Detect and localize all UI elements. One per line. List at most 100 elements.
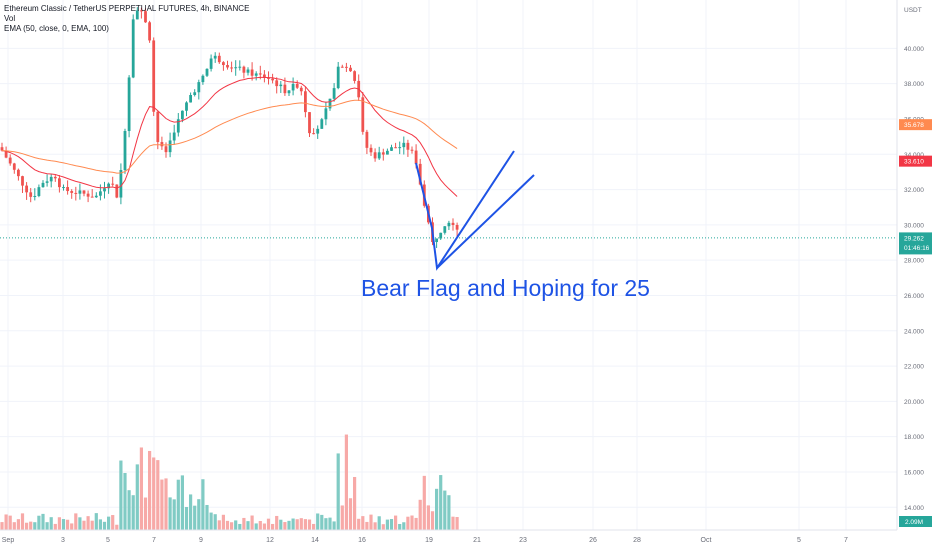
volume-bar (307, 519, 312, 530)
candle-body (17, 169, 20, 177)
candle-body (45, 181, 49, 183)
price-tick-label: 40.000 (904, 46, 924, 53)
volume-bar (430, 511, 435, 530)
volume-bar (66, 519, 70, 530)
volume-bar (406, 516, 410, 530)
price-tick-label: 14.000 (904, 505, 924, 512)
candle-body (377, 152, 381, 159)
volume-bar (127, 490, 131, 530)
volume-bar (250, 515, 254, 530)
volume-bar (29, 521, 33, 530)
chart-grid (0, 0, 897, 530)
candle-body (451, 222, 455, 226)
candle-body (386, 150, 389, 155)
candle-body (418, 163, 422, 185)
volume-bar (312, 523, 316, 530)
candle-body (402, 142, 406, 148)
candle-body (365, 131, 369, 148)
volume-bar (324, 518, 328, 530)
candle-body (37, 187, 41, 196)
volume-bar (262, 523, 266, 530)
candle-body (176, 119, 180, 133)
candle-body (107, 183, 110, 189)
volume-bar (230, 522, 234, 530)
time-tick-label: Sep (2, 537, 15, 544)
candle-body (148, 22, 151, 41)
bear-flag-drawing[interactable] (415, 150, 535, 271)
volume-indicator-label[interactable]: Vol (4, 14, 16, 23)
candle-body (242, 66, 246, 73)
volume-bar (340, 505, 344, 530)
time-tick-label: 9 (199, 537, 203, 544)
symbol-title[interactable]: Ethereum Classic / TetherUS PERPETUAL FU… (4, 4, 250, 13)
volume-bar (209, 512, 213, 530)
volume-bar (389, 519, 394, 530)
candle-body (152, 40, 156, 112)
volume-bar (90, 520, 94, 530)
volume-bar (422, 475, 426, 530)
volume-bar (377, 516, 381, 530)
time-tick-label: 28 (633, 537, 641, 544)
volume-bar (168, 497, 172, 530)
price-label-value: 29.262 (904, 235, 924, 242)
volume-bar (246, 521, 250, 530)
candle-body (49, 176, 53, 182)
time-tick-label: 5 (106, 537, 110, 544)
volume-bar (123, 472, 127, 530)
time-tick-label: 19 (425, 537, 433, 544)
volume-bar (332, 521, 336, 530)
volume-bar (225, 520, 230, 530)
volume-bar (45, 522, 49, 530)
volume-bar (0, 522, 4, 530)
chart-legend: Ethereum Classic / TetherUS PERPETUAL FU… (4, 4, 249, 34)
flag-pole-and-upper-trendline (415, 150, 515, 271)
volume-bar (201, 479, 205, 530)
volume-bar (41, 513, 45, 530)
volume-bar (53, 523, 57, 530)
candle-body (160, 142, 164, 147)
candle-body (12, 163, 16, 170)
candlestick-series (0, 7, 459, 248)
volume-bar (451, 516, 455, 530)
candle-body (250, 69, 254, 76)
price-tick-label: 20.000 (904, 399, 924, 406)
candle-body (349, 67, 352, 72)
candle-body (353, 71, 356, 81)
candle-body (8, 157, 12, 164)
candle-body (246, 69, 250, 73)
volume-bar (443, 490, 447, 530)
candle-body (238, 66, 242, 68)
volume-bar (74, 513, 78, 530)
candle-body (304, 91, 307, 113)
price-tick-label: 26.000 (904, 293, 924, 300)
volume-bar (119, 460, 123, 530)
volume-bar (176, 479, 180, 530)
candle-body (328, 98, 332, 109)
volume-bar (365, 521, 369, 530)
candle-body (111, 183, 115, 185)
candle-body (258, 73, 262, 75)
volume-bar (180, 475, 184, 530)
candle-body (361, 97, 365, 132)
volume-bar (8, 515, 12, 530)
ema-indicator-label[interactable]: EMA (50, close, 0, EMA, 100) (4, 24, 109, 33)
volume-bar (410, 515, 414, 530)
candle-body (164, 146, 168, 153)
candle-body (131, 19, 135, 78)
time-tick-label: 7 (844, 537, 848, 544)
candle-body (406, 142, 410, 150)
volume-bar (275, 515, 279, 530)
candle-body (398, 147, 402, 149)
candle-body (197, 82, 201, 93)
volume-bar (258, 520, 262, 530)
candle-body (135, 10, 139, 20)
candle-body (213, 55, 217, 59)
volume-bar (242, 517, 246, 530)
price-tick-label: 24.000 (904, 328, 924, 335)
price-tick-label: 38.000 (904, 81, 924, 88)
ema-long-line (1, 99, 458, 174)
candle-body (168, 140, 172, 153)
candle-body (144, 11, 147, 23)
candle-body (201, 75, 205, 83)
